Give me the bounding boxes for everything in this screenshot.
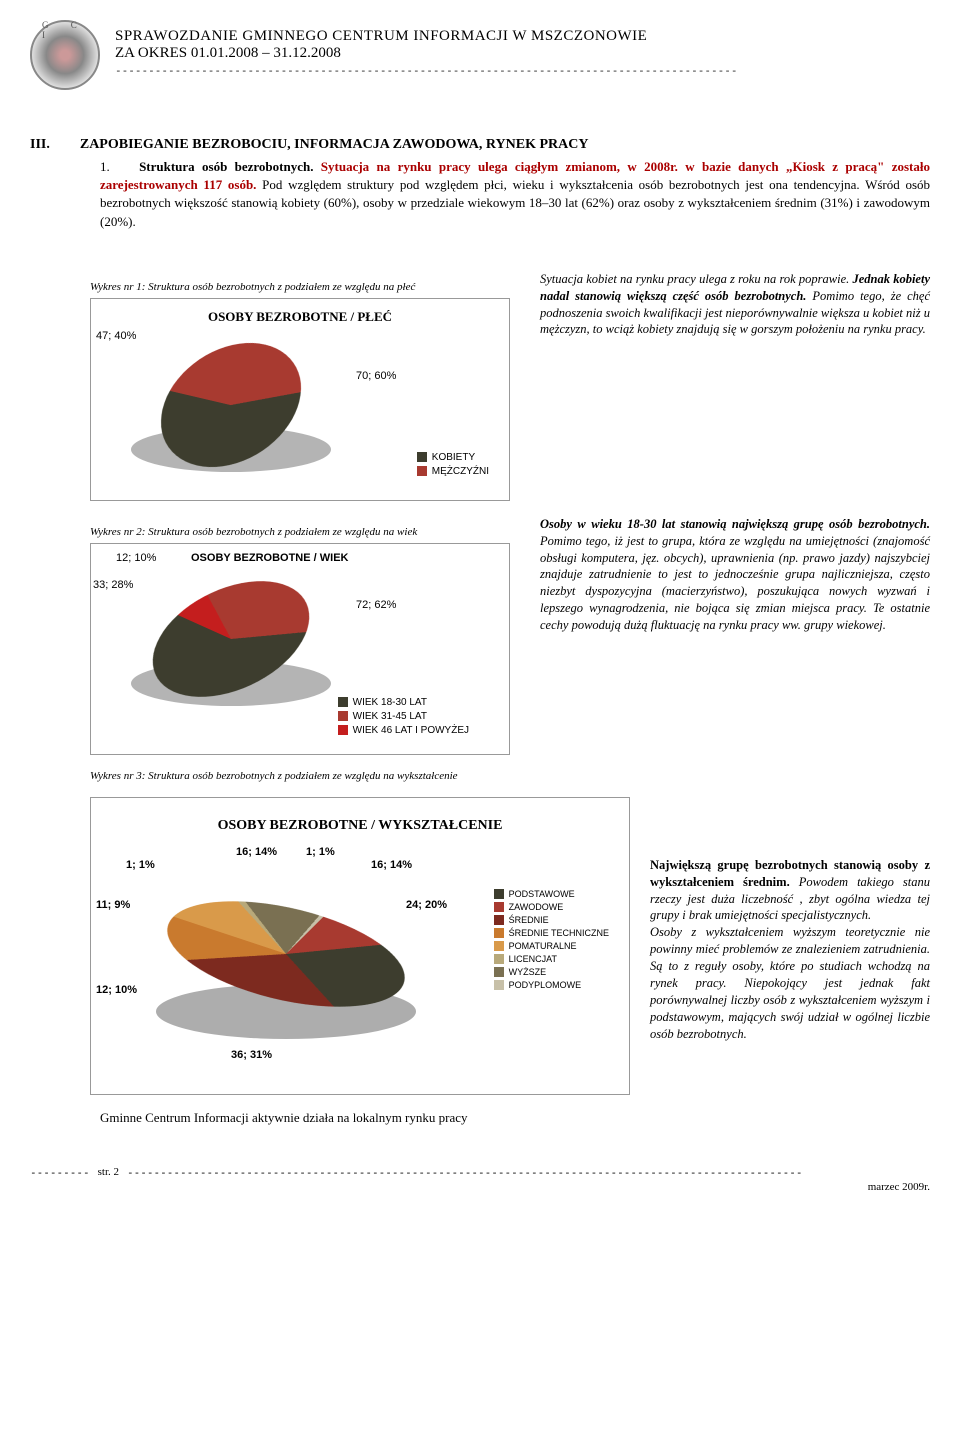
chart1-legend-m: MĘŻCZYŹNI (417, 466, 489, 477)
chart2-callout-1: 72; 62% (356, 599, 396, 611)
chart1-title: OSOBY BEZROBOTNE / PŁEĆ (101, 309, 499, 325)
chart2-legend-2: WIEK 31-45 LAT (338, 711, 469, 722)
chart1-pie: 47; 40% 70; 60% KOBIETY MĘŻCZYŹNI (101, 330, 499, 490)
c3-leg-5: POMATURALNE (494, 941, 609, 951)
section-title: ZAPOBIEGANIE BEZROBOCIU, INFORMACJA ZAWO… (80, 137, 589, 153)
c3-co-3: 36; 31% (231, 1049, 272, 1061)
side-text-1: Sytuacja kobiet na rynku pracy ulega z r… (540, 266, 930, 501)
chart2-callout-3: 12; 10% (116, 552, 156, 564)
c3-leg-3: ŚREDNIE (494, 915, 609, 925)
footer-date: marzec 2009r. (30, 1181, 930, 1193)
side-text-3: Największą grupę bezrobotnych stanowią o… (650, 797, 930, 1126)
c3-leg-1: PODSTAWOWE (494, 889, 609, 899)
c3-co-2: 16; 14% (371, 859, 412, 871)
chart3-grid: OSOBY BEZROBOTNE / WYKSZTAŁCENIE 1; 1% 1… (30, 797, 930, 1126)
chart3-box: OSOBY BEZROBOTNE / WYKSZTAŁCENIE 1; 1% 1… (90, 797, 630, 1095)
section-number: III. (30, 137, 50, 153)
chart2-legend-3: WIEK 46 LAT I POWYŻEJ (338, 725, 469, 736)
footer-page: str. 2 (98, 1166, 119, 1178)
item-title: Struktura osób bezrobotnych. (139, 159, 313, 174)
chart3-pie: 1; 1% 16; 14% 1; 1% 16; 14% 11; 9% 24; 2… (101, 854, 619, 1074)
c3-leg-4: ŚREDNIE TECHNICZNE (494, 928, 609, 938)
chart3-caption: Wykres nr 3: Struktura osób bezrobotnych… (90, 770, 510, 782)
chart2-callout-2: 33; 28% (93, 579, 133, 591)
chart2-caption: Wykres nr 2: Struktura osób bezrobotnych… (90, 526, 510, 538)
chart2-title-inline: OSOBY BEZROBOTNE / WIEK (191, 552, 348, 564)
c3-leg-7: WYŻSZE (494, 967, 609, 977)
chart2-block: Wykres nr 2: Struktura osób bezrobotnych… (30, 511, 510, 787)
c3-co-7: 16; 14% (236, 846, 277, 858)
side-text-2: Osoby w wieku 18-30 lat stanowią najwięk… (540, 511, 930, 787)
chart2-pie: 12; 10% OSOBY BEZROBOTNE / WIEK 33; 28% … (101, 554, 499, 744)
chart3-title: OSOBY BEZROBOTNE / WYKSZTAŁCENIE (101, 818, 619, 834)
c3-co-4: 12; 10% (96, 984, 137, 996)
doc-subtitle: ZA OKRES 01.01.2008 – 31.12.2008 (115, 45, 930, 62)
c3-co-8: 1; 1% (306, 846, 335, 858)
header-titles: SPRAWOZDANIE GMINNEGO CENTRUM INFORMACJI… (115, 20, 930, 97)
c3-co-5: 11; 9% (96, 899, 130, 911)
section-body: 1. Struktura osób bezrobotnych. Sytuacja… (100, 158, 930, 231)
chart1-box: OSOBY BEZROBOTNE / PŁEĆ 47; 40% 70; 60% … (90, 298, 510, 501)
logo-icon (30, 20, 100, 90)
action-line: Gminne Centrum Informacji aktywnie dział… (100, 1110, 630, 1126)
chart1-block: Wykres nr 1: Struktura osób bezrobotnych… (30, 266, 510, 501)
chart1-caption: Wykres nr 1: Struktura osób bezrobotnych… (90, 281, 510, 293)
chart1-callout-k: 70; 60% (356, 370, 396, 382)
chart2-legend-1: WIEK 18-30 LAT (338, 697, 469, 708)
doc-title: SPRAWOZDANIE GMINNEGO CENTRUM INFORMACJI… (115, 28, 930, 45)
header-divider: ----------------------------------------… (115, 64, 930, 77)
footer-dash-right: ----------------------------------------… (127, 1166, 930, 1179)
chart1-legend-k: KOBIETY (417, 452, 489, 463)
chart2-box: 12; 10% OSOBY BEZROBOTNE / WIEK 33; 28% … (90, 543, 510, 755)
section-heading: III. ZAPOBIEGANIE BEZROBOCIU, INFORMACJA… (30, 137, 930, 153)
footer-dash-left: --------- (30, 1166, 90, 1179)
c3-co-6: 1; 1% (126, 859, 155, 871)
c3-leg-8: PODYPLOMOWE (494, 980, 609, 990)
chart3-col: OSOBY BEZROBOTNE / WYKSZTAŁCENIE 1; 1% 1… (30, 797, 630, 1126)
c3-leg-6: LICENCJAT (494, 954, 609, 964)
document-header: SPRAWOZDANIE GMINNEGO CENTRUM INFORMACJI… (30, 20, 930, 97)
c3-leg-2: ZAWODOWE (494, 902, 609, 912)
footer: --------- str. 2 -----------------------… (30, 1166, 930, 1179)
item-number: 1. (100, 159, 132, 174)
charts-area: Wykres nr 1: Struktura osób bezrobotnych… (30, 266, 930, 787)
